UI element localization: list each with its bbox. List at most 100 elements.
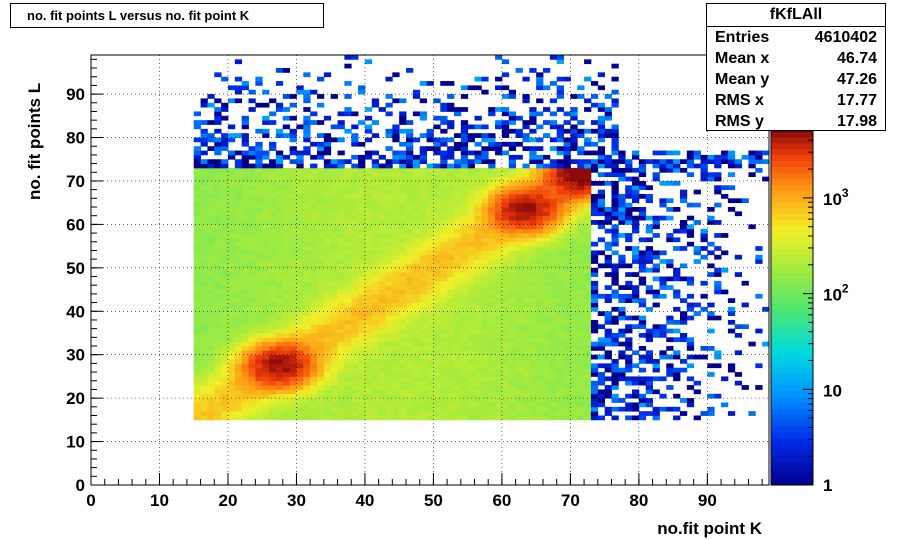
heatmap-cell <box>248 302 256 308</box>
heatmap-cell <box>364 285 373 290</box>
heatmap-cell <box>282 372 291 377</box>
heatmap-cell <box>447 137 455 143</box>
heatmap-cell <box>474 176 482 182</box>
heatmap-cell <box>543 367 551 373</box>
heatmap-cell <box>406 68 414 73</box>
heatmap-cell <box>371 250 380 256</box>
heatmap-cell <box>207 367 215 373</box>
heatmap-cell <box>584 298 592 303</box>
heatmap-cell <box>193 324 201 330</box>
heatmap-cell <box>385 220 393 225</box>
heatmap-cell <box>522 398 530 403</box>
heatmap-cell <box>638 332 647 338</box>
heatmap-cell <box>652 359 660 364</box>
heatmap-cell <box>385 215 393 221</box>
heatmap-cell <box>597 107 606 112</box>
heatmap-cell <box>378 276 386 282</box>
heatmap-cell <box>371 189 380 195</box>
heatmap-cell <box>406 319 414 325</box>
heatmap-cell <box>460 341 469 347</box>
heatmap-cell <box>221 76 229 82</box>
heatmap-cell <box>317 233 325 238</box>
heatmap-cell <box>255 393 263 399</box>
heatmap-cell <box>618 159 626 164</box>
heatmap-cell <box>686 293 695 299</box>
heatmap-cell <box>241 411 249 416</box>
heatmap-cell <box>433 207 441 212</box>
palette-segment <box>771 260 813 268</box>
heatmap-cell <box>221 246 229 251</box>
heatmap-cell <box>522 415 530 421</box>
heatmap-cell <box>549 263 558 269</box>
heatmap-cell <box>618 172 626 178</box>
heatmap-cell <box>481 202 489 208</box>
heatmap-cell <box>467 350 475 356</box>
heatmap-cell <box>604 393 612 399</box>
heatmap-cell <box>522 341 530 347</box>
heatmap-cell <box>495 267 503 273</box>
heatmap-cell <box>371 302 380 308</box>
heatmap-cell <box>453 207 462 212</box>
heatmap-cell <box>385 133 393 138</box>
heatmap-cell <box>611 332 619 338</box>
heatmap-cell <box>433 259 441 264</box>
heatmap-cell <box>193 172 201 178</box>
heatmap-cell <box>317 220 325 225</box>
heatmap-cell <box>495 350 503 356</box>
heatmap-cell <box>392 293 400 299</box>
heatmap-cell <box>419 254 427 260</box>
heatmap-cell <box>577 393 585 399</box>
heatmap-cell <box>399 220 407 225</box>
heatmap-cell <box>467 372 475 377</box>
heatmap-cell <box>227 237 236 243</box>
heatmap-cell <box>200 250 208 256</box>
heatmap-cell <box>556 180 564 186</box>
heatmap-cell <box>666 159 674 164</box>
heatmap-cell <box>330 280 338 286</box>
heatmap-cell <box>426 172 434 178</box>
heatmap-cell <box>611 380 619 386</box>
heatmap-cell <box>590 363 599 369</box>
heatmap-cell <box>385 193 393 199</box>
heatmap-cell <box>522 237 530 243</box>
heatmap-cell <box>577 302 585 308</box>
heatmap-cell <box>508 376 517 382</box>
heatmap-cell <box>200 415 208 421</box>
heatmap-cell <box>248 246 256 251</box>
heatmap-cell <box>330 198 338 204</box>
heatmap-cell <box>399 111 407 117</box>
heatmap-cell <box>275 411 284 416</box>
heatmap-cell <box>296 354 304 360</box>
heatmap-cell <box>426 359 434 364</box>
heatmap-cell <box>536 233 544 238</box>
palette-segment <box>771 219 813 226</box>
heatmap-cell <box>214 337 222 343</box>
heatmap-cell <box>727 306 736 312</box>
heatmap-cell <box>679 367 688 373</box>
heatmap-cell <box>406 293 414 299</box>
heatmap-cell <box>570 111 578 117</box>
heatmap-cell <box>419 298 427 303</box>
heatmap-cell <box>652 176 660 182</box>
heatmap-cell <box>460 137 469 143</box>
heatmap-cell <box>440 237 448 243</box>
heatmap-cell <box>269 280 277 286</box>
heatmap-cell <box>522 346 530 351</box>
heatmap-cell <box>453 398 462 403</box>
heatmap-cell <box>255 141 263 147</box>
heatmap-cell <box>501 107 510 112</box>
heatmap-cell <box>618 233 626 238</box>
heatmap-cell <box>536 193 544 199</box>
heatmap-cell <box>474 285 482 290</box>
heatmap-cell <box>440 241 448 247</box>
heatmap-cell <box>241 180 249 186</box>
heatmap-cell <box>467 198 475 204</box>
heatmap-cell <box>522 389 530 395</box>
heatmap-cell <box>549 398 558 403</box>
heatmap-cell <box>385 315 393 321</box>
heatmap-cell <box>303 289 311 295</box>
heatmap-cell <box>727 328 736 334</box>
stats-name: fKfLAll <box>707 4 885 27</box>
heatmap-cell <box>604 133 612 138</box>
heatmap-cell <box>501 124 510 130</box>
